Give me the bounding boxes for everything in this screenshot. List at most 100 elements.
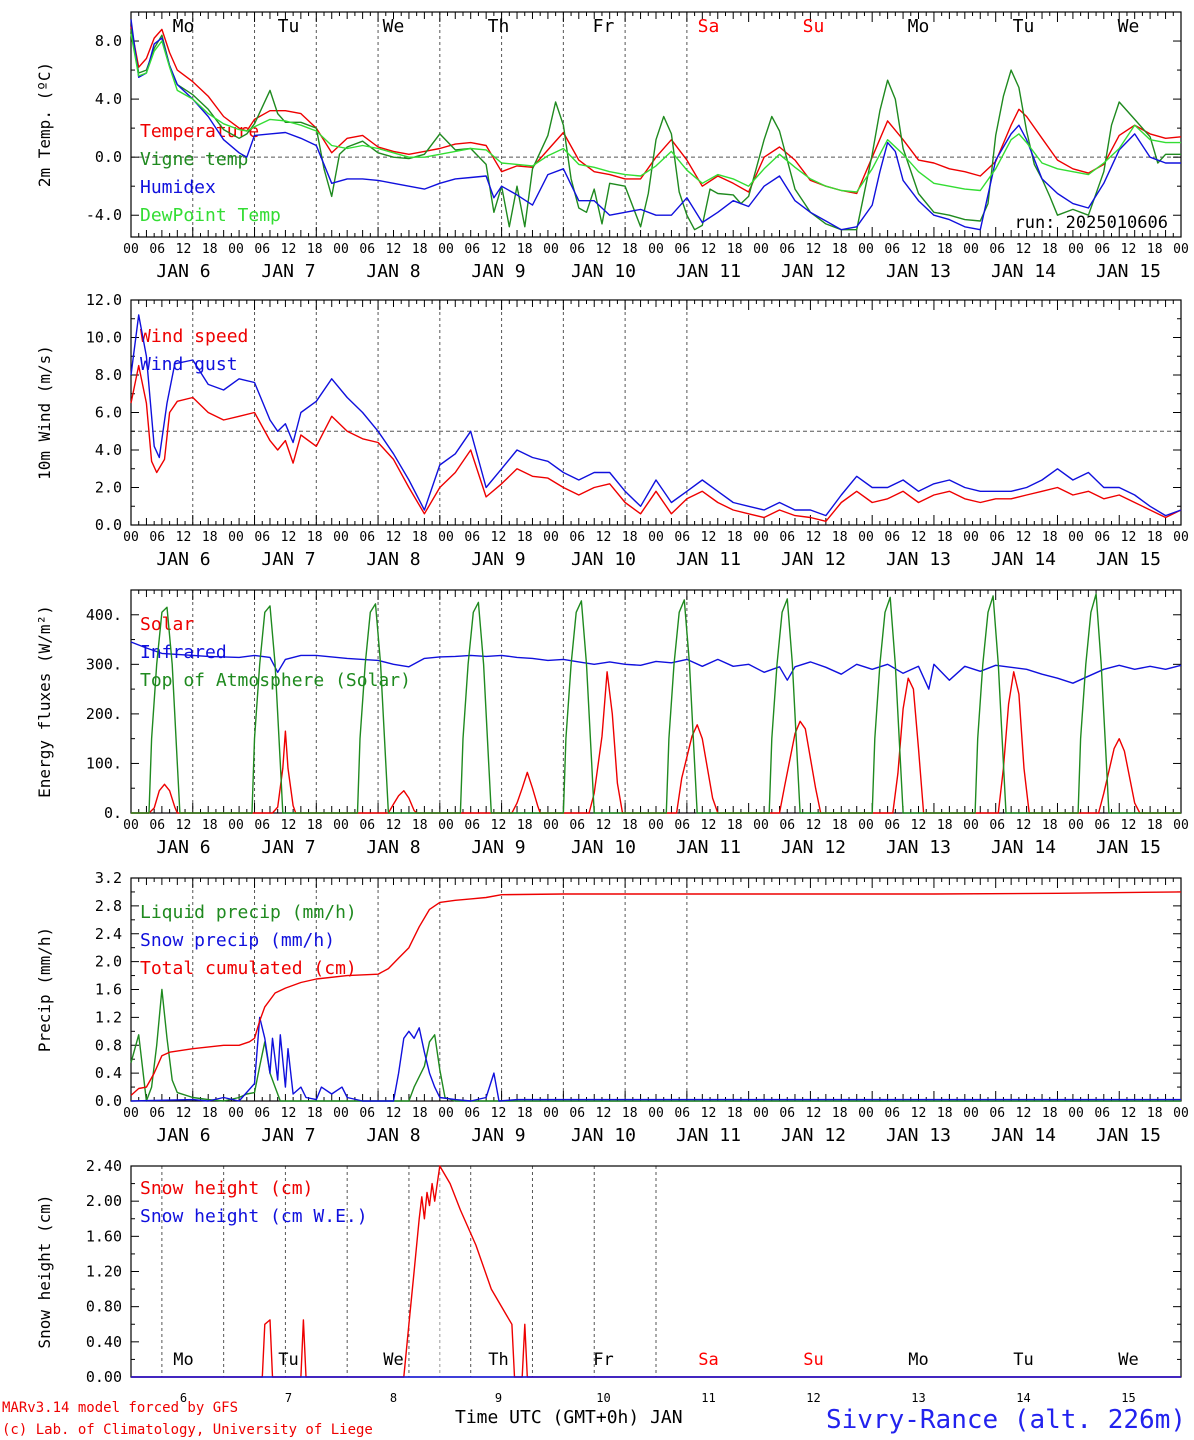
hour-tick-label: 00: [123, 530, 139, 545]
hour-tick-label: 12: [176, 530, 192, 545]
weekday-label: We: [1118, 1350, 1138, 1370]
day-date-label: JAN 9: [471, 261, 525, 282]
hour-tick-label: 00: [228, 530, 244, 545]
hour-tick-label: 00: [438, 242, 454, 257]
legend-entry: Liquid precip (mm/h): [140, 902, 357, 923]
hour-tick-label: 00: [648, 242, 664, 257]
hour-tick-label: 18: [412, 242, 428, 257]
hour-tick-label: 12: [806, 242, 822, 257]
legend-entry: Top of Atmosphere (Solar): [140, 670, 411, 691]
hour-tick-label: 06: [254, 242, 270, 257]
hour-tick-label: 18: [832, 818, 848, 833]
day-date-label: JAN 11: [676, 1125, 741, 1146]
day-date-label: JAN 12: [781, 549, 846, 570]
legend-entry: Snow precip (mm/h): [140, 930, 335, 951]
weekday-label: Su: [803, 1350, 823, 1370]
weekday-label: We: [383, 1350, 403, 1370]
hour-tick-label: 00: [753, 818, 769, 833]
day-date-label: JAN 8: [366, 549, 420, 570]
weekday-label: Tu: [1013, 16, 1035, 37]
hour-tick-label: 00: [543, 242, 559, 257]
hour-tick-label: 00: [858, 242, 874, 257]
legend-entry: Snow height (cm W.E.): [140, 1206, 368, 1227]
hour-tick-label: 18: [1147, 242, 1163, 257]
day-date-label: JAN 13: [886, 549, 951, 570]
hour-tick-label: 00: [753, 1106, 769, 1121]
hour-tick-label: 12: [701, 1106, 717, 1121]
legend-entry: Solar: [140, 614, 194, 635]
hour-tick-label: 12: [281, 242, 297, 257]
weekday-label: Th: [488, 16, 510, 37]
y-tick-label: 0.80: [86, 1298, 122, 1316]
day-date-label: JAN 6: [156, 261, 210, 282]
hour-tick-label: 06: [884, 530, 900, 545]
day-date-label: JAN 15: [1096, 1125, 1161, 1146]
y-tick-label: 0.0: [95, 516, 122, 534]
hour-tick-label: 18: [1042, 818, 1058, 833]
day-date-label: JAN 6: [156, 549, 210, 570]
series-line-top-of-atmosphere-solar: [131, 593, 1181, 814]
hour-tick-label: 18: [937, 530, 953, 545]
hour-tick-label: 12: [806, 1106, 822, 1121]
hour-tick-label: 18: [622, 818, 638, 833]
day-date-label: JAN 13: [886, 261, 951, 282]
day-date-label: JAN 14: [991, 1125, 1056, 1146]
day-date-label: JAN 13: [886, 1125, 951, 1146]
series-line-dewpoint-temp: [130, 33, 1181, 193]
hour-tick-label: 18: [1147, 818, 1163, 833]
day-date-label: JAN 11: [676, 549, 741, 570]
hour-tick-label: 12: [491, 242, 507, 257]
day-date-label: JAN 14: [991, 549, 1056, 570]
y-tick-label: 4.0: [95, 90, 122, 108]
hour-tick-label: 00: [1173, 1106, 1189, 1121]
hour-tick-label: 12: [1121, 818, 1137, 833]
hour-tick-label: 06: [1094, 530, 1110, 545]
hour-tick-label: 00: [858, 530, 874, 545]
hour-tick-label: 12: [281, 818, 297, 833]
hour-tick-label: 00: [333, 1106, 349, 1121]
hour-tick-label: 12: [1121, 530, 1137, 545]
day-date-label: JAN 15: [1096, 261, 1161, 282]
day-number-label: 15: [1121, 1391, 1135, 1405]
day-date-label: JAN 8: [366, 261, 420, 282]
model-credit-text: MARv3.14 model forced by GFS: [2, 1400, 238, 1416]
hour-tick-label: 00: [753, 242, 769, 257]
hour-tick-label: 06: [149, 1106, 165, 1121]
legend-entry: Wind speed: [140, 326, 248, 347]
hour-tick-label: 18: [832, 242, 848, 257]
hour-tick-label: 18: [517, 242, 533, 257]
hour-tick-label: 18: [202, 242, 218, 257]
hour-tick-label: 00: [858, 1106, 874, 1121]
day-number-label: 11: [701, 1391, 715, 1405]
y-tick-label: 0.00: [86, 1368, 122, 1386]
hour-tick-label: 06: [464, 818, 480, 833]
hour-tick-label: 12: [386, 242, 402, 257]
y-axis-label: Precip (mm/h): [35, 927, 54, 1052]
day-date-label: JAN 10: [571, 837, 636, 858]
hour-tick-label: 12: [701, 242, 717, 257]
day-number-label: 12: [806, 1391, 820, 1405]
y-tick-label: 300.: [86, 655, 122, 673]
hour-tick-label: 00: [648, 530, 664, 545]
day-date-label: JAN 9: [471, 837, 525, 858]
hour-tick-label: 06: [254, 818, 270, 833]
hour-tick-label: 00: [1068, 530, 1084, 545]
day-date-label: JAN 10: [571, 1125, 636, 1146]
hour-tick-label: 06: [569, 530, 585, 545]
hour-tick-label: 06: [989, 242, 1005, 257]
hour-tick-label: 00: [123, 242, 139, 257]
hour-tick-label: 06: [464, 1106, 480, 1121]
y-tick-label: 4.0: [95, 441, 122, 459]
day-date-label: JAN 12: [781, 1125, 846, 1146]
hour-tick-label: 18: [832, 530, 848, 545]
hour-tick-label: 06: [884, 242, 900, 257]
hour-tick-label: 18: [1147, 1106, 1163, 1121]
hour-tick-label: 12: [911, 1106, 927, 1121]
hour-tick-label: 00: [333, 818, 349, 833]
day-number-label: 14: [1016, 1391, 1030, 1405]
weekday-label: We: [383, 16, 405, 37]
weekday-label: Mo: [908, 16, 930, 37]
hour-tick-label: 12: [176, 818, 192, 833]
hour-tick-label: 06: [779, 1106, 795, 1121]
hour-tick-label: 18: [622, 1106, 638, 1121]
